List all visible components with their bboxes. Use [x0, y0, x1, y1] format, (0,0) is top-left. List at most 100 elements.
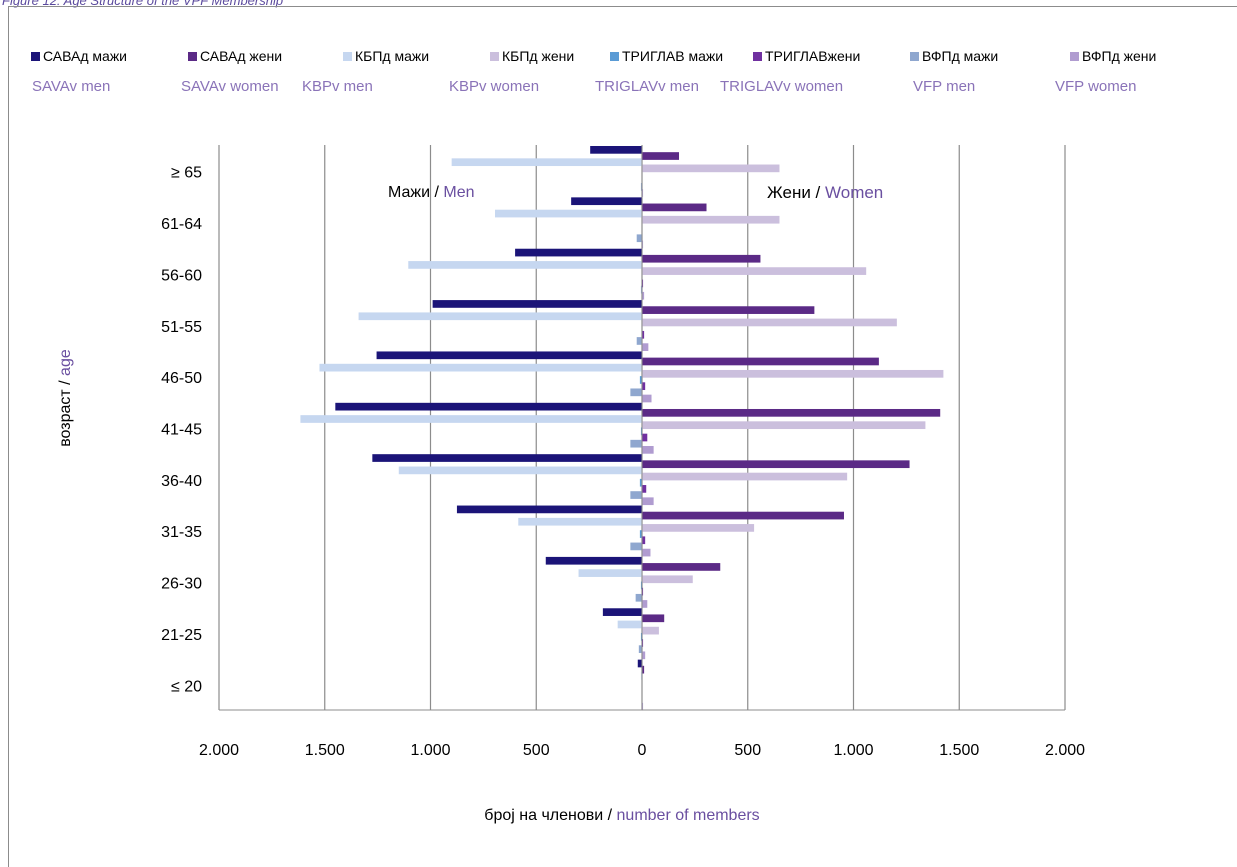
- bar-2-2: [408, 261, 642, 269]
- bar-2-6: [398, 466, 642, 475]
- bar-0-6: [372, 454, 642, 462]
- bar-5-3: [642, 330, 645, 339]
- bar-4-8: [640, 581, 642, 590]
- y-tick-labels: ≥ 65 61-64 56-60 51-55 46-50 41-45 36-40 31-35 2…: [161, 165, 202, 696]
- bar-1-0: [642, 152, 680, 160]
- bar-7-3: [642, 343, 649, 351]
- y-tick-label-6: 36-40: [161, 473, 202, 490]
- legend-swatch-4: [610, 51, 619, 61]
- legend-label-1: САВАд жени: [200, 48, 283, 64]
- legend-item-5: ТРИГЛАВжени: [753, 48, 860, 64]
- bar-4-9: [640, 632, 642, 641]
- legend-item-3: КБПд жени: [490, 48, 574, 64]
- bar-3-8: [642, 575, 693, 584]
- x-tick-label-2: 1.000: [410, 742, 450, 759]
- bar-6-8: [635, 593, 642, 602]
- bar-7-9: [642, 651, 646, 660]
- legend-english-label-0: SAVAv men: [32, 78, 111, 95]
- legend-swatch-3: [490, 51, 499, 61]
- legend-english-label-1: SAVAv women: [181, 78, 279, 95]
- bar-7-2: [642, 291, 645, 300]
- bar-6-0: [640, 183, 642, 191]
- bar-0-5: [335, 402, 642, 411]
- legend-item-6: ВФПд мажи: [910, 48, 998, 64]
- figure-caption: Figure 12: Age Structure of the VPF Memb…: [2, 0, 284, 8]
- bar-0-7: [456, 505, 642, 514]
- legend-english-label-7: VFP women: [1055, 78, 1137, 95]
- x-tick-label-0: 2.000: [199, 742, 239, 759]
- legend-english-label-4: TRIGLAVv men: [595, 78, 699, 95]
- bar-3-6: [642, 472, 848, 481]
- bar-3-2: [642, 267, 867, 275]
- legend-label-2: КБПд мажи: [355, 48, 430, 64]
- x-tick-label-6: 1.000: [833, 742, 873, 759]
- y-tick-label-0: ≥ 65: [171, 165, 202, 182]
- x-tick-label-5: 500: [734, 742, 761, 759]
- y-tick-label-3: 51-55: [161, 319, 202, 336]
- bar-2-3: [358, 312, 642, 321]
- bar-2-4: [319, 363, 642, 372]
- bar-6-5: [630, 439, 642, 448]
- bar-0-10: [637, 659, 642, 668]
- bar-0-0: [590, 146, 642, 154]
- legend-swatch-0: [31, 51, 40, 61]
- bar-6-9: [638, 645, 642, 653]
- bar-3-7: [642, 524, 755, 532]
- bar-1-3: [642, 306, 815, 314]
- bar-5-7: [642, 536, 646, 545]
- bar-2-10: [640, 671, 642, 680]
- bar-1-2: [642, 254, 761, 263]
- bar-7-5: [642, 446, 654, 454]
- bar-2-1: [495, 209, 642, 218]
- legend-item-7: ВФПд жени: [1070, 48, 1156, 64]
- bar-2-8: [578, 569, 642, 577]
- x-tick-label-4: 0: [638, 742, 647, 759]
- legend-item-1: САВАд жени: [188, 48, 282, 64]
- bar-7-7: [642, 548, 651, 557]
- legend-item-0: САВАд мажи: [31, 48, 127, 64]
- x-tick-labels: 2.000 1.500 1.000 500 0 500 1.000 1.500 2.000: [199, 742, 1085, 759]
- y-tick-label-4: 46-50: [161, 370, 202, 387]
- bar-4-4: [639, 376, 642, 384]
- bar-1-8: [642, 563, 721, 571]
- bar-2-5: [300, 415, 642, 423]
- annotation-women: Жени / Women: [767, 183, 883, 202]
- bar-1-5: [642, 408, 941, 417]
- bar-3-0: [642, 164, 780, 173]
- y-tick-label-2: 56-60: [161, 267, 202, 284]
- bar-2-0: [451, 158, 642, 167]
- legend-english-label-6: VFP men: [913, 78, 976, 95]
- bar-5-9: [642, 639, 644, 647]
- legend-label-4: ТРИГЛАВ мажи: [622, 48, 724, 64]
- bar-0-1: [571, 197, 642, 206]
- bar-1-7: [642, 511, 844, 520]
- legend-swatch-6: [910, 51, 919, 61]
- y-axis-title: возраст / age: [57, 349, 74, 447]
- legend-swatch-1: [188, 51, 197, 61]
- legend-label-5: ТРИГЛАВжени: [765, 48, 861, 64]
- x-tick-label-3: 500: [523, 742, 550, 759]
- bar-6-2: [640, 285, 642, 294]
- bar-2-7: [518, 517, 642, 526]
- bar-6-4: [630, 388, 642, 397]
- x-axis-title: број на членови / number of members: [484, 807, 759, 824]
- y-tick-label-8: 26-30: [161, 576, 202, 593]
- bar-2-9: [617, 620, 642, 629]
- legend-swatch-5: [753, 51, 762, 61]
- x-tick-label-8: 2.000: [1045, 742, 1085, 759]
- legend-item-2: КБПд мажи: [343, 48, 429, 64]
- legend-english-label-5: TRIGLAVv women: [720, 78, 844, 95]
- legend-label-7: ВФПд жени: [1082, 48, 1157, 64]
- bar-3-1: [642, 215, 780, 224]
- bar-1-6: [642, 460, 910, 469]
- y-tick-label-5: 41-45: [161, 422, 202, 439]
- y-tick-label-10: ≤ 20: [171, 678, 202, 695]
- bar-6-3: [636, 337, 642, 345]
- bar-7-10: [642, 702, 644, 711]
- bar-1-9: [642, 614, 665, 623]
- legend-swatch-7: [1070, 51, 1079, 61]
- bar-3-3: [642, 318, 897, 327]
- y-tick-label-1: 61-64: [161, 216, 202, 233]
- bar-0-8: [545, 556, 642, 565]
- bar-1-4: [642, 357, 879, 366]
